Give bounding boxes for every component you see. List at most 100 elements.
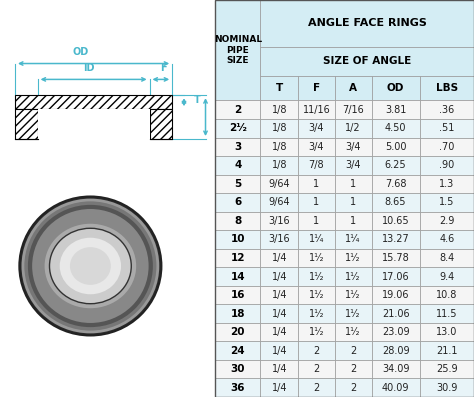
Text: 12: 12 [230, 253, 245, 263]
Bar [15, 109, 37, 139]
Bar [261, 360, 298, 378]
Bar [298, 100, 335, 119]
Bar [261, 47, 474, 76]
Bar [298, 360, 335, 378]
Text: A: A [215, 112, 223, 122]
Bar [335, 119, 372, 137]
Bar [372, 119, 419, 137]
Text: 1/4: 1/4 [272, 272, 287, 281]
Ellipse shape [28, 205, 153, 327]
Text: 1: 1 [350, 179, 356, 189]
Text: 7/16: 7/16 [342, 105, 364, 115]
Text: 8.65: 8.65 [385, 197, 406, 207]
Text: 7.68: 7.68 [385, 179, 406, 189]
Ellipse shape [24, 201, 156, 331]
Bar [261, 0, 474, 47]
Bar [419, 286, 474, 304]
Bar [372, 100, 419, 119]
Bar [261, 119, 298, 137]
Bar [298, 378, 335, 397]
Text: 1¹⁄₄: 1¹⁄₄ [346, 235, 361, 245]
Text: 25.9: 25.9 [436, 364, 457, 374]
Text: 3/16: 3/16 [268, 216, 290, 226]
Text: 17.06: 17.06 [382, 272, 410, 281]
Bar [215, 175, 261, 193]
Bar [335, 341, 372, 360]
Bar [335, 230, 372, 249]
Text: 1/8: 1/8 [272, 142, 287, 152]
Bar [419, 360, 474, 378]
Text: 3: 3 [234, 142, 241, 152]
Bar [215, 304, 261, 323]
Bar [261, 249, 298, 267]
Text: 3/4: 3/4 [346, 142, 361, 152]
Text: F: F [313, 83, 320, 93]
Bar [335, 193, 372, 212]
Text: 6.25: 6.25 [385, 160, 406, 170]
Text: 18: 18 [230, 308, 245, 319]
Bar [419, 156, 474, 175]
Text: 14: 14 [230, 272, 245, 281]
Bar [372, 212, 419, 230]
Ellipse shape [21, 198, 159, 333]
Bar [419, 76, 474, 100]
Text: 10: 10 [230, 235, 245, 245]
Text: 1¹⁄₂: 1¹⁄₂ [346, 327, 361, 337]
Bar [335, 156, 372, 175]
Text: 3.81: 3.81 [385, 105, 406, 115]
Text: 1: 1 [350, 216, 356, 226]
Bar [298, 156, 335, 175]
Text: 5.00: 5.00 [385, 142, 406, 152]
Text: 1: 1 [313, 179, 319, 189]
Ellipse shape [19, 197, 161, 335]
Bar [335, 76, 372, 100]
Bar [372, 249, 419, 267]
Text: 2: 2 [350, 383, 356, 393]
Bar [261, 267, 298, 286]
Text: 3/16: 3/16 [268, 235, 290, 245]
Text: OD: OD [73, 47, 89, 57]
Text: 2: 2 [313, 346, 319, 356]
Text: 19.06: 19.06 [382, 290, 410, 300]
Text: 1¹⁄₂: 1¹⁄₂ [309, 253, 324, 263]
Text: 1¹⁄₂: 1¹⁄₂ [346, 272, 361, 281]
Text: NOMINAL
PIPE
SIZE: NOMINAL PIPE SIZE [214, 35, 262, 65]
Text: 1/4: 1/4 [272, 290, 287, 300]
Text: 4.6: 4.6 [439, 235, 455, 245]
Bar [298, 230, 335, 249]
Bar [419, 323, 474, 341]
Bar [150, 109, 172, 139]
Text: 4: 4 [234, 160, 242, 170]
Bar [215, 193, 261, 212]
Text: T: T [275, 83, 283, 93]
Text: 1/4: 1/4 [272, 308, 287, 319]
Bar [215, 156, 261, 175]
Text: 1.5: 1.5 [439, 197, 455, 207]
Bar [419, 137, 474, 156]
Bar [15, 95, 172, 109]
Bar [261, 137, 298, 156]
Text: 1¹⁄₂: 1¹⁄₂ [309, 290, 324, 300]
Text: 21.06: 21.06 [382, 308, 410, 319]
Text: 2¹⁄₂: 2¹⁄₂ [229, 123, 247, 133]
Text: 1/4: 1/4 [272, 383, 287, 393]
Bar [298, 76, 335, 100]
Text: 1¹⁄₂: 1¹⁄₂ [346, 308, 361, 319]
Text: A: A [349, 83, 357, 93]
Bar [298, 193, 335, 212]
Bar [298, 212, 335, 230]
Text: 1/4: 1/4 [272, 364, 287, 374]
Text: 30.9: 30.9 [436, 383, 457, 393]
Bar [419, 212, 474, 230]
Bar [335, 323, 372, 341]
Ellipse shape [70, 247, 111, 285]
Bar [372, 323, 419, 341]
Bar [261, 100, 298, 119]
Text: 2: 2 [350, 364, 356, 374]
Text: 6: 6 [234, 197, 241, 207]
Text: 9/64: 9/64 [268, 197, 290, 207]
Text: 10.65: 10.65 [382, 216, 410, 226]
Bar [215, 341, 261, 360]
Bar [215, 212, 261, 230]
Text: 1/4: 1/4 [272, 253, 287, 263]
